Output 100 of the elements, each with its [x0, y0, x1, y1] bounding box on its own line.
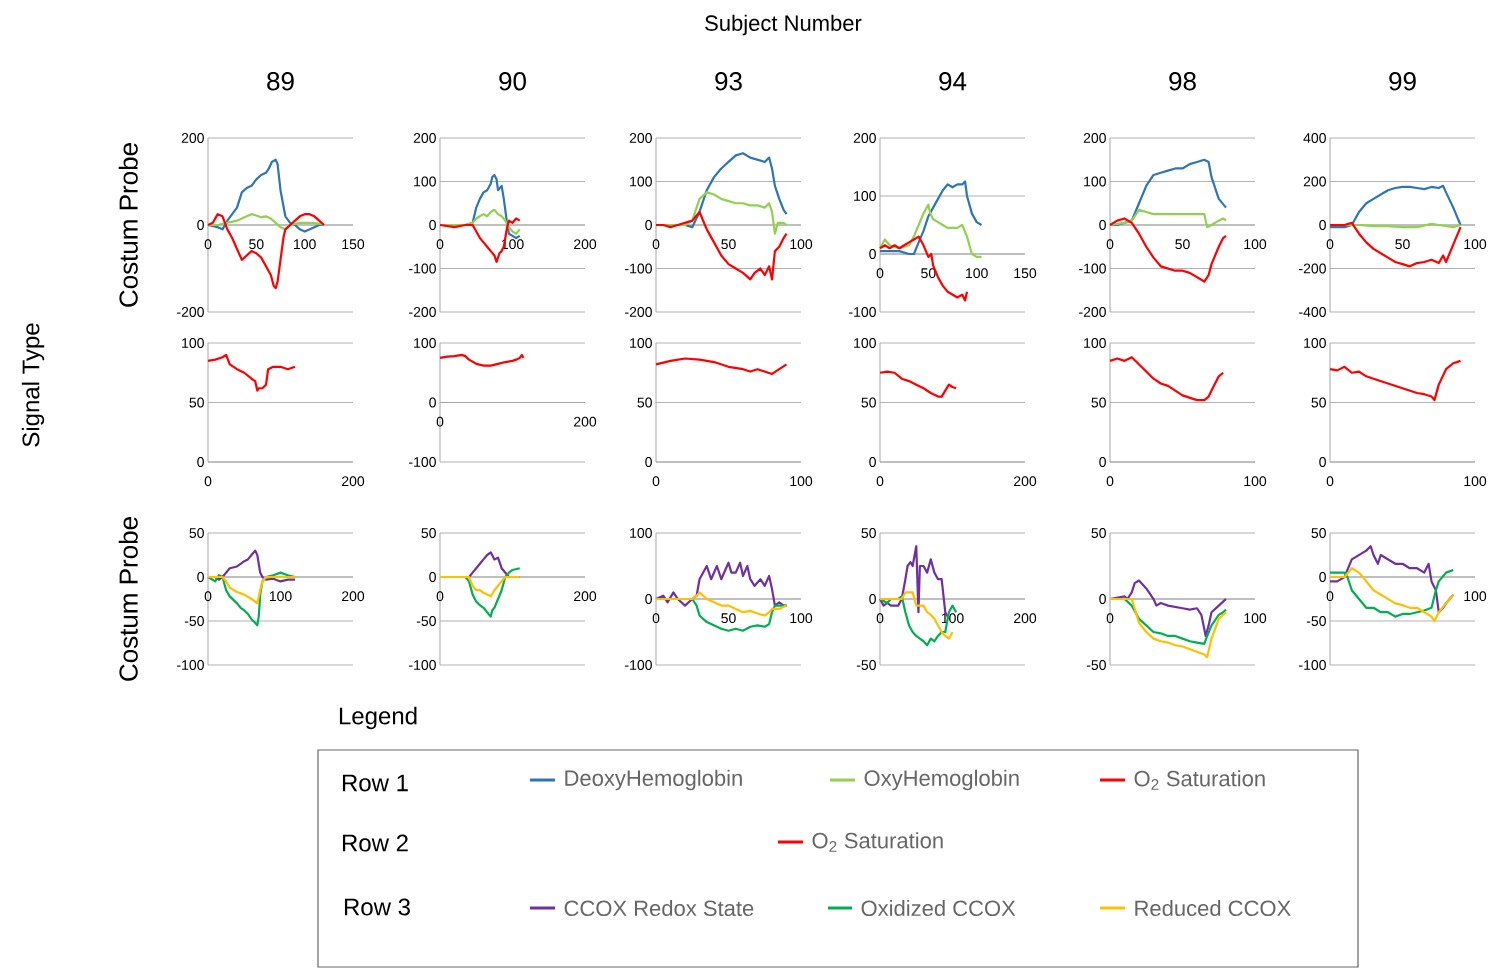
y-tick-label: 50	[189, 528, 204, 538]
y-tick-label: 100	[854, 338, 876, 348]
line-series	[438, 353, 525, 367]
x-tick-label: 100	[1244, 476, 1267, 487]
x-tick-label: 50	[921, 268, 936, 279]
y-tick-label: 200	[181, 133, 204, 143]
chart-title: 93	[715, 72, 742, 91]
legend-label: CCOX Redox State	[564, 899, 754, 917]
legend-label: OxyHemoglobin	[864, 769, 1019, 791]
x-tick-label: 200	[1014, 613, 1037, 624]
y-tick-label: -200	[1299, 263, 1326, 274]
y-tick-label: 100	[182, 338, 204, 348]
x-tick-label: 0	[1106, 613, 1114, 624]
x-tick-label: 0	[652, 476, 660, 487]
x-tick-label: 0	[1326, 476, 1334, 487]
y-tick-label: -100	[409, 263, 436, 274]
x-tick-label: 0	[1326, 591, 1334, 602]
text: Row 1	[342, 774, 408, 792]
y-tick-label: -50	[1086, 660, 1106, 670]
y-tick-label: 0	[869, 457, 876, 467]
y-tick-label: 100	[630, 338, 652, 348]
line-series	[206, 353, 297, 392]
y-tick-label: 200	[853, 133, 876, 143]
legend-label: O$_{2}$ Saturation	[1134, 770, 1265, 790]
y-tick-label: 100	[1084, 338, 1106, 348]
chart-title: 89	[267, 72, 294, 91]
line-series	[1328, 184, 1462, 229]
x-tick-label: 0	[204, 591, 212, 602]
y-tick-label: -200	[409, 307, 436, 317]
x-tick-label: 50	[1395, 239, 1410, 250]
y-tick-label: 100	[630, 528, 652, 538]
x-tick-label: 0	[876, 476, 884, 487]
y-tick-label: -100	[625, 263, 652, 274]
y-tick-label: -100	[1079, 263, 1106, 274]
x-tick-label: 0	[876, 268, 884, 279]
y-tick-label: 200	[1083, 133, 1106, 143]
y-tick-label: 0	[197, 220, 204, 230]
legend-label: Reduced CCOX	[1135, 899, 1291, 917]
line-series	[206, 213, 326, 290]
y-tick-label: 100	[854, 191, 876, 201]
y-tick-label: 100	[414, 338, 436, 348]
x-tick-label: 200	[574, 239, 597, 250]
y-tick-label: -100	[177, 660, 204, 670]
y-tick-label: 50	[637, 397, 652, 408]
y-tick-label: 0	[429, 572, 436, 582]
x-tick-label: 0	[876, 613, 884, 624]
y-tick-label: -200	[1079, 307, 1106, 317]
x-tick-label: 150	[342, 239, 365, 250]
x-tick-label: 100	[269, 591, 292, 602]
chart-title: 90	[499, 72, 526, 91]
x-tick-label: 50	[1175, 239, 1190, 250]
y-tick-label: 0	[869, 249, 876, 259]
x-tick-label: 100	[966, 268, 988, 279]
x-tick-label: 0	[1106, 239, 1114, 250]
x-tick-label: 200	[574, 591, 597, 602]
y-tick-label: -200	[625, 307, 652, 317]
chart-title: 98	[1169, 72, 1196, 91]
x-tick-label: 0	[436, 591, 444, 602]
y-tick-label: 50	[1311, 528, 1326, 538]
chart-title: 99	[1389, 72, 1416, 91]
y-tick-label: 100	[1084, 176, 1106, 187]
y-tick-label: 200	[1303, 176, 1326, 187]
text: Signal Type	[21, 323, 45, 447]
y-tick-label: -50	[1306, 616, 1326, 626]
x-tick-label: 0	[652, 613, 660, 624]
y-tick-label: 50	[861, 528, 876, 538]
y-tick-label: -50	[184, 616, 204, 626]
y-tick-label: 0	[197, 572, 204, 582]
y-tick-label: -100	[1299, 660, 1326, 670]
y-tick-label: 0	[1099, 220, 1106, 230]
y-tick-label: 0	[1319, 220, 1326, 230]
y-tick-label: 100	[630, 176, 652, 187]
y-tick-label: 200	[629, 133, 652, 143]
y-tick-label: 0	[1099, 457, 1106, 467]
legend-label: O$_{2}$ Saturation	[812, 832, 943, 852]
x-tick-label: 200	[342, 476, 365, 487]
y-axis-title: Costum Probe	[118, 143, 138, 307]
x-tick-label: 0	[1326, 239, 1334, 250]
y-tick-label: 0	[645, 457, 652, 467]
y-tick-label: 50	[1311, 397, 1326, 408]
x-tick-label: 0	[204, 239, 212, 250]
x-tick-label: 50	[249, 239, 264, 250]
x-tick-label: 100	[790, 613, 813, 624]
legend-label: Oxidized CCOX	[861, 899, 1016, 917]
y-tick-label: -100	[625, 660, 652, 670]
y-tick-label: 200	[413, 133, 436, 143]
legend-label: DeoxyHemoglobin	[565, 769, 742, 791]
text: Subject Number	[705, 14, 862, 36]
x-tick-label: 0	[1106, 476, 1114, 487]
y-tick-label: -400	[1299, 307, 1326, 317]
y-tick-label: -50	[856, 660, 876, 670]
y-tick-label: -100	[409, 660, 436, 670]
x-tick-label: 100	[1464, 239, 1487, 250]
x-tick-label: 0	[436, 239, 444, 250]
y-tick-label: 0	[1319, 457, 1326, 467]
y-tick-label: 400	[1303, 133, 1326, 143]
y-tick-label: 50	[861, 397, 876, 408]
y-tick-label: 0	[1319, 572, 1326, 582]
y-tick-label: 50	[189, 397, 204, 408]
text: Row 2	[342, 834, 408, 852]
